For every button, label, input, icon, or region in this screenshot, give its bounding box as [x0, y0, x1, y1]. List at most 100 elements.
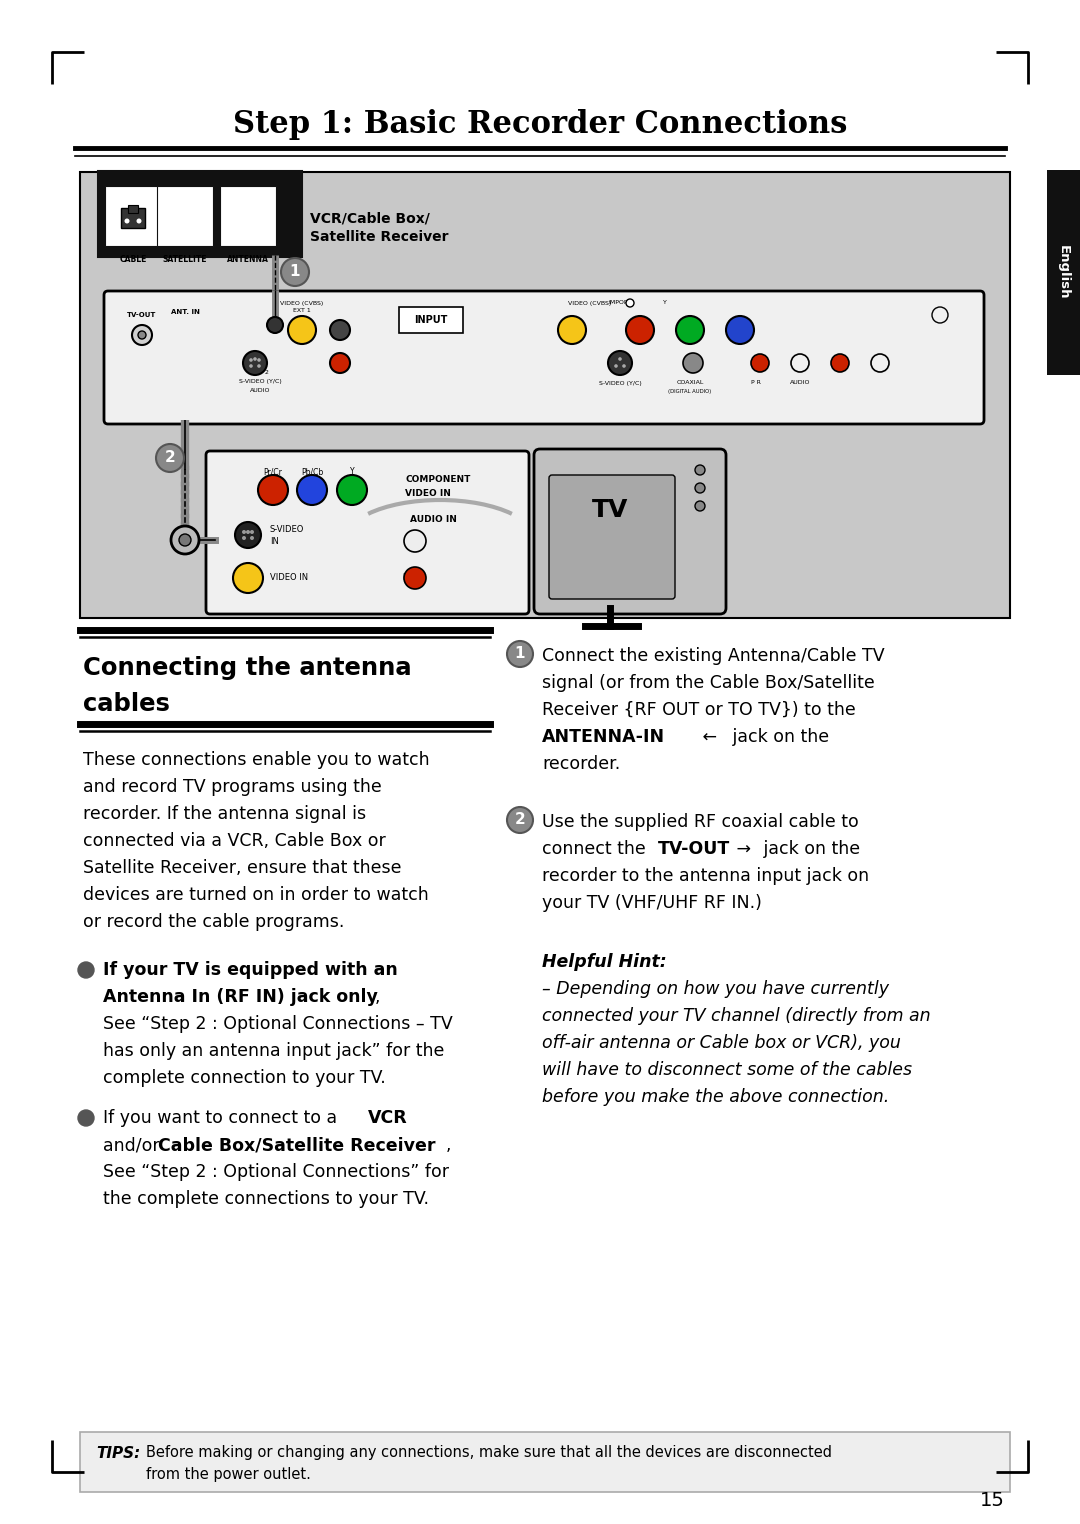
Circle shape: [791, 354, 809, 372]
Text: Step 1: Basic Recorder Connections: Step 1: Basic Recorder Connections: [233, 110, 847, 140]
Text: Pb/Cb: Pb/Cb: [301, 468, 323, 477]
Text: INPUT: INPUT: [415, 315, 448, 325]
Text: the complete connections to your TV.: the complete connections to your TV.: [103, 1190, 429, 1209]
FancyBboxPatch shape: [1047, 171, 1080, 375]
Text: Antenna In (RF IN) jack only: Antenna In (RF IN) jack only: [103, 988, 378, 1006]
Circle shape: [558, 315, 586, 344]
Text: 15: 15: [981, 1490, 1005, 1509]
Circle shape: [156, 443, 184, 472]
Text: English: English: [1056, 245, 1069, 299]
FancyBboxPatch shape: [220, 186, 276, 245]
Circle shape: [78, 962, 94, 978]
Text: →: →: [731, 840, 751, 858]
Circle shape: [257, 364, 260, 367]
Circle shape: [726, 315, 754, 344]
Text: ANTENNA: ANTENNA: [227, 256, 269, 265]
Circle shape: [235, 523, 261, 549]
FancyBboxPatch shape: [534, 450, 726, 614]
Circle shape: [696, 501, 705, 511]
Text: VIDEO IN: VIDEO IN: [405, 489, 450, 498]
Circle shape: [683, 354, 703, 373]
Text: and record TV programs using the: and record TV programs using the: [83, 777, 381, 796]
Text: ,: ,: [446, 1135, 451, 1154]
Text: COMPONENT: COMPONENT: [405, 475, 471, 485]
Circle shape: [337, 475, 367, 504]
Text: If you want to connect to a: If you want to connect to a: [103, 1109, 342, 1128]
Circle shape: [330, 320, 350, 340]
FancyBboxPatch shape: [104, 291, 984, 424]
Circle shape: [257, 358, 260, 361]
Text: Receiver {RF OUT or TO TV}) to the: Receiver {RF OUT or TO TV}) to the: [542, 701, 855, 719]
Text: Y: Y: [663, 300, 667, 305]
Circle shape: [179, 533, 191, 546]
Circle shape: [78, 1109, 94, 1126]
Text: L: L: [403, 536, 407, 546]
Text: ←: ←: [697, 728, 717, 747]
FancyBboxPatch shape: [105, 186, 161, 245]
Text: – Depending on how you have currently: – Depending on how you have currently: [542, 980, 889, 998]
Text: VCR/Cable Box/: VCR/Cable Box/: [310, 210, 430, 226]
Circle shape: [404, 567, 426, 588]
Circle shape: [258, 475, 288, 504]
Circle shape: [281, 258, 309, 287]
Text: AUDIO: AUDIO: [249, 389, 270, 393]
Text: 1: 1: [289, 265, 300, 279]
Circle shape: [253, 357, 257, 361]
Text: recorder. If the antenna signal is: recorder. If the antenna signal is: [83, 805, 366, 823]
Text: devices are turned on in order to watch: devices are turned on in order to watch: [83, 885, 429, 904]
Text: has only an antenna input jack” for the: has only an antenna input jack” for the: [103, 1042, 444, 1061]
Text: Cable Box/Satellite Receiver: Cable Box/Satellite Receiver: [158, 1135, 435, 1154]
Text: AUDIO IN: AUDIO IN: [410, 515, 457, 524]
Circle shape: [608, 351, 632, 375]
FancyBboxPatch shape: [206, 451, 529, 614]
Text: If your TV is equipped with an: If your TV is equipped with an: [103, 962, 397, 978]
Circle shape: [288, 315, 316, 344]
Circle shape: [831, 354, 849, 372]
Text: CABLE: CABLE: [119, 256, 147, 265]
Text: Use the supplied RF coaxial cable to: Use the supplied RF coaxial cable to: [542, 812, 859, 831]
Circle shape: [507, 642, 534, 668]
Text: EXT 1: EXT 1: [293, 308, 311, 314]
Text: complete connection to your TV.: complete connection to your TV.: [103, 1068, 386, 1087]
Circle shape: [622, 364, 625, 367]
Text: connect the: connect the: [542, 840, 651, 858]
Text: IN: IN: [270, 536, 279, 546]
Text: off-air antenna or Cable box or VCR), you: off-air antenna or Cable box or VCR), yo…: [542, 1033, 901, 1052]
Text: connected via a VCR, Cable Box or: connected via a VCR, Cable Box or: [83, 832, 386, 850]
Circle shape: [626, 299, 634, 306]
Text: VIDEO IN: VIDEO IN: [270, 573, 308, 582]
Text: COAXIAL: COAXIAL: [676, 381, 704, 386]
Circle shape: [249, 530, 254, 533]
FancyBboxPatch shape: [549, 475, 675, 599]
Circle shape: [615, 364, 618, 367]
Circle shape: [507, 808, 534, 834]
Wedge shape: [176, 218, 187, 230]
Circle shape: [330, 354, 350, 373]
Text: EXT 2: EXT 2: [251, 370, 269, 375]
Text: jack on the: jack on the: [758, 840, 860, 858]
Text: Before making or changing any connections, make sure that all the devices are di: Before making or changing any connection…: [146, 1445, 832, 1460]
Circle shape: [136, 218, 141, 224]
Text: See “Step 2 : Optional Connections – TV: See “Step 2 : Optional Connections – TV: [103, 1015, 453, 1033]
Text: Satellite Receiver: Satellite Receiver: [310, 230, 448, 244]
Circle shape: [870, 354, 889, 372]
Text: your TV (VHF/UHF RF IN.): your TV (VHF/UHF RF IN.): [542, 895, 761, 911]
Text: Satellite Receiver, ensure that these: Satellite Receiver, ensure that these: [83, 860, 402, 876]
Text: Pr/Cr: Pr/Cr: [264, 468, 283, 477]
Text: TIPS:: TIPS:: [96, 1445, 140, 1460]
Text: SATELLITE: SATELLITE: [163, 256, 207, 265]
Text: 2: 2: [164, 451, 175, 465]
Circle shape: [242, 536, 246, 539]
Text: S-VIDEO (Y/C): S-VIDEO (Y/C): [239, 379, 282, 384]
Circle shape: [138, 331, 146, 338]
Circle shape: [751, 354, 769, 372]
Text: VIDEO (CVBS): VIDEO (CVBS): [568, 300, 611, 305]
FancyBboxPatch shape: [98, 171, 302, 258]
Circle shape: [626, 315, 654, 344]
Text: connected your TV channel (directly from an: connected your TV channel (directly from…: [542, 1007, 931, 1026]
Circle shape: [249, 358, 253, 361]
FancyBboxPatch shape: [157, 186, 213, 245]
Text: Y: Y: [350, 468, 354, 477]
Text: VIDEO (CVBS): VIDEO (CVBS): [281, 300, 324, 305]
Circle shape: [696, 465, 705, 475]
